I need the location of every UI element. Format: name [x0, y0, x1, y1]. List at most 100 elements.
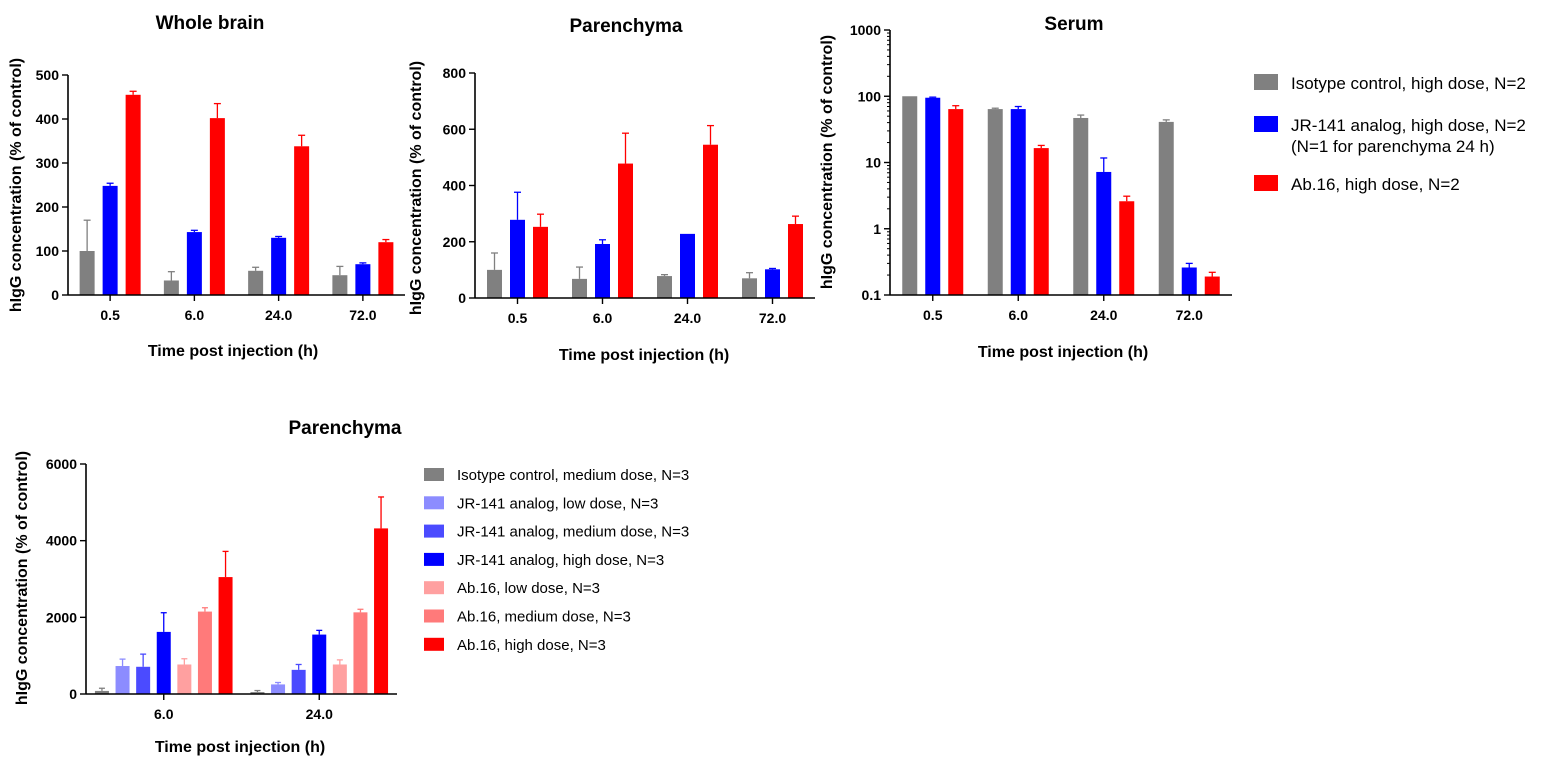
y-tick-label: 100: [36, 243, 60, 259]
x-axis-label: Time post injection (h): [978, 344, 1148, 361]
bar: [1033, 148, 1049, 295]
bar: [1010, 109, 1026, 295]
bar: [378, 242, 394, 295]
y-axis-label: hIgG concentration (% of control): [14, 451, 31, 705]
y-tick-label: 100: [858, 88, 882, 104]
bar: [248, 270, 264, 295]
legend-top: Isotype control, high dose, N=2 JR-141 an…: [1254, 74, 1526, 194]
bar: [271, 237, 287, 295]
bar: [572, 278, 587, 298]
bar: [680, 233, 695, 298]
bar: [94, 690, 109, 694]
y-axis-label: hIgG concentration (% of control): [819, 35, 836, 289]
y-axis-label: hIgG concentration (% of control): [8, 58, 25, 312]
bar: [312, 634, 327, 694]
bar: [487, 269, 502, 298]
bar: [742, 278, 757, 298]
chart-title: Parenchyma: [288, 418, 401, 439]
legend-swatch: [424, 609, 444, 623]
legend-swatch: [424, 496, 444, 510]
legend-swatch: [424, 524, 444, 538]
chart-panel-serum: Serum hIgG concentration (% of control) …: [819, 14, 1232, 361]
x-tick-label: 72.0: [1176, 307, 1203, 323]
bar: [163, 280, 179, 295]
chart-title: Serum: [1044, 14, 1103, 35]
y-axis-label: hIgG concentration (% of control): [408, 61, 425, 315]
legend-swatch: [424, 468, 444, 481]
bar: [1158, 121, 1174, 295]
y-tick-label: 1000: [850, 22, 881, 38]
legend-swatch: [1254, 175, 1278, 191]
y-tick-label: 300: [36, 155, 60, 171]
x-axis-label: Time post injection (h): [148, 343, 318, 360]
legend-label: JR-141 analog, high dose, N=3: [457, 552, 664, 569]
y-tick-label: 2000: [46, 609, 77, 625]
bar: [987, 109, 1003, 295]
y-tick-label: 0.1: [862, 287, 882, 303]
x-tick-label: 24.0: [265, 307, 292, 323]
x-tick-label: 0.5: [923, 307, 943, 323]
bar: [177, 664, 192, 694]
x-tick-label: 6.0: [154, 706, 174, 722]
bar: [1073, 117, 1089, 296]
x-tick-label: 6.0: [185, 307, 205, 323]
bar: [948, 109, 964, 295]
bar: [197, 611, 212, 694]
x-tick-label: 72.0: [349, 307, 376, 323]
bar: [102, 185, 118, 295]
bar: [510, 219, 525, 298]
bar: [1096, 171, 1112, 295]
legend-swatch: [424, 581, 444, 595]
y-tick-label: 4000: [46, 533, 77, 549]
x-tick-label: 0.5: [508, 310, 528, 326]
bar: [218, 577, 233, 694]
y-tick-label: 200: [36, 199, 60, 215]
x-axis-label: Time post injection (h): [559, 347, 729, 364]
bar: [250, 692, 265, 694]
chart-panel-whole-brain: Whole brain hIgG concentration (% of con…: [8, 13, 405, 360]
chart-title: Parenchyma: [569, 16, 682, 37]
bar: [332, 664, 347, 694]
bar: [125, 94, 141, 295]
legend-label: JR-141 analog, low dose, N=3: [457, 495, 658, 512]
legend-swatch: [1254, 116, 1278, 132]
legend-label: Ab.16, low dose, N=3: [457, 580, 600, 597]
chart-panel-parenchyma: Parenchyma hIgG concentration (% of cont…: [408, 16, 815, 364]
bar: [533, 226, 548, 298]
bar: [765, 269, 780, 298]
chart-panel-parenchyma-dose: Parenchyma hIgG concentration (% of cont…: [14, 418, 402, 756]
bar: [79, 251, 95, 295]
x-tick-label: 24.0: [1090, 307, 1117, 323]
bar: [186, 232, 202, 295]
legend-label: Isotype control, high dose, N=2: [1291, 74, 1526, 93]
x-tick-label: 24.0: [674, 310, 701, 326]
y-tick-label: 200: [443, 234, 467, 250]
legend-label-note: (N=1 for parenchyma 24 h): [1291, 137, 1495, 156]
legend-swatch: [424, 552, 444, 566]
y-tick-label: 400: [36, 111, 60, 127]
x-axis-label: Time post injection (h): [155, 739, 325, 756]
legend-label: Ab.16, high dose, N=3: [457, 637, 606, 654]
bar: [618, 163, 633, 298]
y-tick-label: 6000: [46, 456, 77, 472]
legend-label: Ab.16, high dose, N=2: [1291, 175, 1460, 194]
legend-bottom: Isotype control, medium dose, N=3 JR-141 …: [424, 467, 689, 654]
bar: [136, 666, 151, 694]
y-tick-label: 800: [443, 65, 467, 81]
bar: [925, 97, 941, 295]
x-tick-label: 6.0: [1009, 307, 1029, 323]
x-tick-label: 0.5: [100, 307, 120, 323]
bar: [902, 96, 918, 295]
legend-label: JR-141 analog, high dose, N=2: [1291, 116, 1526, 135]
bar: [657, 276, 672, 298]
bar: [271, 684, 286, 694]
bar: [353, 612, 368, 694]
bar: [332, 275, 348, 295]
legend-label: Ab.16, medium dose, N=3: [457, 609, 631, 626]
x-tick-label: 24.0: [306, 706, 333, 722]
y-tick-label: 10: [865, 155, 881, 171]
bar: [1204, 276, 1220, 295]
bar: [788, 224, 803, 298]
y-tick-label: 600: [443, 121, 467, 137]
